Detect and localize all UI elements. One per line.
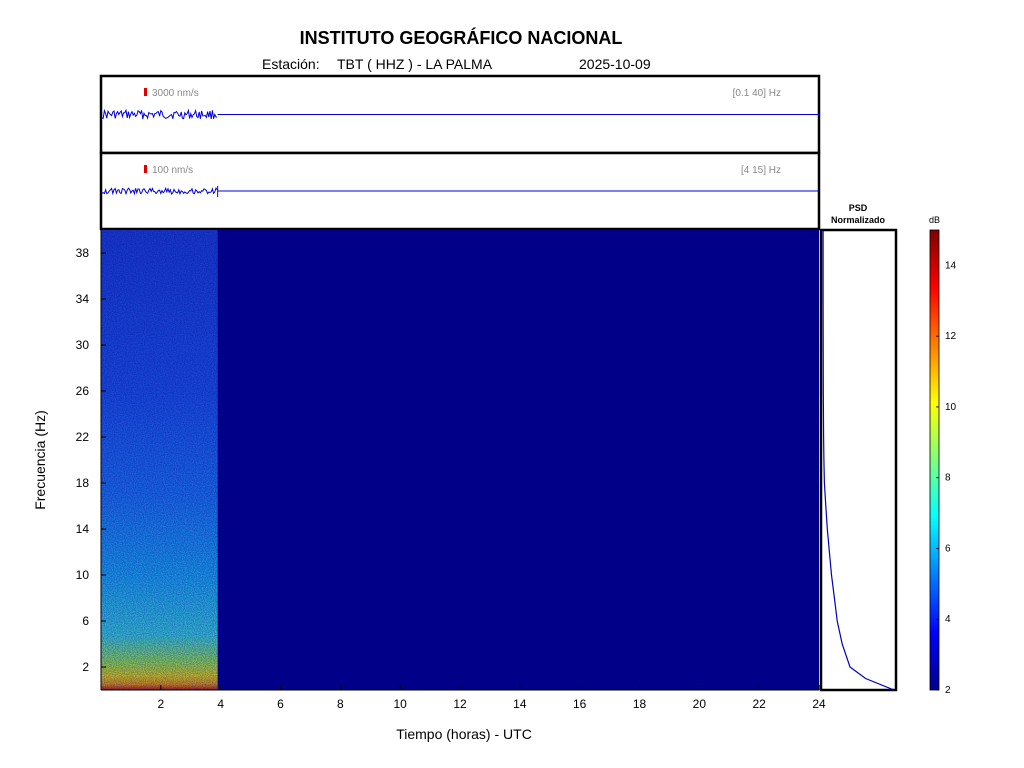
colorbar-tick-label-0: 2 [945, 685, 951, 696]
colorbar-tick-label-5: 12 [945, 331, 957, 342]
x-tick-label-3: 8 [337, 697, 344, 711]
y-tick-label-5: 22 [76, 430, 90, 444]
station-value: TBT ( HHZ ) - LA PALMA [337, 56, 493, 72]
y-tick-label-2: 10 [76, 568, 90, 582]
y-tick-label-8: 34 [76, 292, 90, 306]
y-tick-label-4: 18 [76, 476, 90, 490]
colorbar-tick-label-4: 10 [945, 402, 957, 413]
band-label-0: [0.1 40] Hz [733, 88, 781, 99]
y-axis-title: Frecuencia (Hz) [32, 410, 48, 510]
x-tick-label-11: 24 [812, 697, 826, 711]
scale-bar-1 [144, 165, 147, 173]
date-label: 2025-10-09 [579, 56, 651, 72]
x-tick-label-0: 2 [157, 697, 164, 711]
x-tick-label-5: 12 [453, 697, 467, 711]
x-tick-label-2: 6 [277, 697, 284, 711]
y-tick-label-6: 26 [76, 384, 90, 398]
colorbar-label: dB [929, 215, 940, 225]
seismogram-trace-0 [101, 108, 218, 120]
station-label: Estación: [262, 56, 320, 72]
x-tick-label-1: 4 [217, 697, 224, 711]
y-tick-label-3: 14 [76, 522, 90, 536]
colorbar-tick-label-3: 8 [945, 473, 951, 484]
x-tick-label-6: 14 [513, 697, 527, 711]
x-tick-label-10: 22 [752, 697, 766, 711]
colorbar-tick-label-1: 4 [945, 614, 951, 625]
y-tick-label-0: 2 [82, 660, 89, 674]
x-tick-label-4: 10 [393, 697, 407, 711]
seismogram-trace-1 [101, 186, 218, 196]
y-tick-label-9: 38 [76, 246, 90, 260]
x-tick-label-8: 18 [633, 697, 647, 711]
spectrogram-background [101, 230, 819, 690]
colorbar-tick-label-2: 6 [945, 543, 951, 554]
psd-title-line2: Normalizado [831, 215, 886, 225]
psd-panel [819, 228, 898, 692]
psd-curve [822, 230, 895, 691]
x-tick-label-9: 20 [693, 697, 707, 711]
x-axis-title: Tiempo (horas) - UTC [396, 726, 532, 742]
y-tick-label-7: 30 [76, 338, 90, 352]
scale-label-1: 100 nm/s [152, 165, 193, 176]
spectrogram-texture [101, 230, 218, 690]
colorbar-tick-label-6: 14 [945, 260, 957, 271]
x-tick-label-7: 16 [573, 697, 587, 711]
page-title: INSTITUTO GEOGRÁFICO NACIONAL [299, 28, 623, 48]
scale-bar-0 [144, 88, 147, 96]
colorbar-gradient [929, 229, 940, 691]
y-tick-label-1: 6 [82, 614, 89, 628]
band-label-1: [4 15] Hz [741, 165, 781, 176]
psd-title-line1: PSD [849, 203, 868, 213]
scale-label-0: 3000 nm/s [152, 88, 199, 99]
